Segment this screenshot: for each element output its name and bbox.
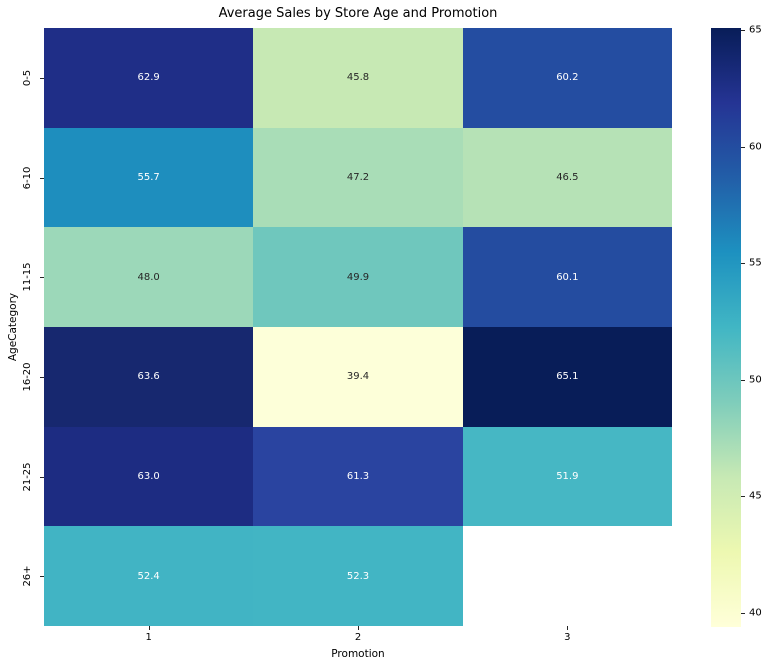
x-tick-label: 2 [354, 632, 362, 643]
y-tick-label: 0-5 [22, 69, 33, 86]
colorbar [711, 28, 741, 627]
heatmap-cell: 52.4 [44, 526, 254, 626]
heatmap-cell: 45.8 [253, 28, 463, 128]
heatmap-cell: 55.7 [44, 127, 254, 228]
heatmap-cell: 51.9 [462, 426, 672, 527]
cell-value: 45.8 [346, 72, 370, 84]
cell-value: 63.6 [137, 371, 160, 383]
y-tick-label: 16-20 [22, 362, 33, 392]
colorbar-tick-mark [741, 496, 745, 498]
y-axis-label: AgeCategory [7, 292, 19, 362]
y-tick-label: 6-10 [22, 166, 33, 189]
y-tick-label: 26+ [22, 565, 33, 587]
cell-value: 60.2 [556, 72, 579, 84]
x-axis-label: Promotion [331, 648, 385, 660]
y-tick-label: 11-15 [22, 262, 33, 292]
heatmap-cell: 39.4 [253, 326, 463, 427]
y-tick-mark [40, 177, 44, 179]
heatmap-cell: 47.2 [253, 127, 463, 228]
cell-value: 48.0 [137, 271, 160, 283]
cell-value: 39.4 [346, 371, 370, 383]
heatmap-cell: 65.1 [462, 326, 672, 427]
heatmap-cell: 63.0 [44, 426, 254, 527]
y-tick-mark [40, 77, 44, 79]
colorbar-tick-mark [741, 146, 745, 148]
cell-value: 52.4 [137, 570, 160, 582]
colorbar-tick-label: 60 [749, 141, 762, 153]
colorbar-tick-mark [741, 379, 745, 381]
heatmap-cell: 62.9 [44, 28, 254, 128]
y-tick-mark [40, 576, 44, 578]
heatmap-grid: 62.9 45.8 60.2 55.7 47.2 46.5 48.0 49.9 60.1 63.6… [44, 28, 672, 626]
heatmap-cell: 61.3 [253, 426, 463, 527]
heatmap-cell: 49.9 [253, 227, 463, 327]
colorbar-tick-label: 55 [749, 257, 762, 269]
colorbar-tick-label: 65 [749, 24, 762, 36]
y-tick-mark [40, 277, 44, 279]
cell-value: 47.2 [346, 171, 370, 183]
heatmap-cell: 52.3 [253, 526, 463, 626]
heatmap-cell: 46.5 [462, 127, 672, 228]
colorbar-tick-label: 45 [749, 490, 762, 502]
heatmap-cell: 60.1 [462, 227, 672, 327]
cell-value: 63.0 [137, 470, 160, 482]
cell-value: 62.9 [137, 72, 160, 84]
heatmap-cell: 63.6 [44, 326, 254, 427]
chart-title: Average Sales by Store Age and Promotion [218, 6, 498, 21]
cell-value: 46.5 [556, 171, 579, 183]
x-tick-mark [358, 626, 359, 630]
cell-value: 55.7 [137, 171, 160, 183]
colorbar-tick-mark [741, 263, 745, 265]
x-tick-label: 1 [145, 632, 152, 643]
cell-value: 60.1 [556, 271, 579, 283]
cell-value: 65.1 [556, 371, 579, 383]
colorbar-tick-label: 50 [749, 374, 762, 386]
heatmap-cell: 48.0 [44, 227, 254, 327]
colorbar-tick-label: 40 [749, 607, 762, 619]
heatmap-cell [462, 526, 672, 626]
cell-value: 51.9 [556, 470, 579, 482]
y-tick-mark [40, 476, 44, 478]
y-tick-label: 21-25 [22, 461, 33, 492]
x-tick-mark [148, 626, 150, 630]
x-tick-label: 3 [564, 632, 571, 643]
cell-value: 52.3 [346, 570, 370, 582]
cell-value: 61.3 [346, 470, 370, 482]
colorbar-tick-mark [741, 613, 745, 614]
cell-value: 49.9 [346, 271, 370, 283]
colorbar-tick-mark [741, 30, 745, 32]
x-tick-mark [567, 626, 569, 630]
y-tick-mark [40, 376, 44, 378]
heatmap-cell: 60.2 [462, 28, 672, 128]
